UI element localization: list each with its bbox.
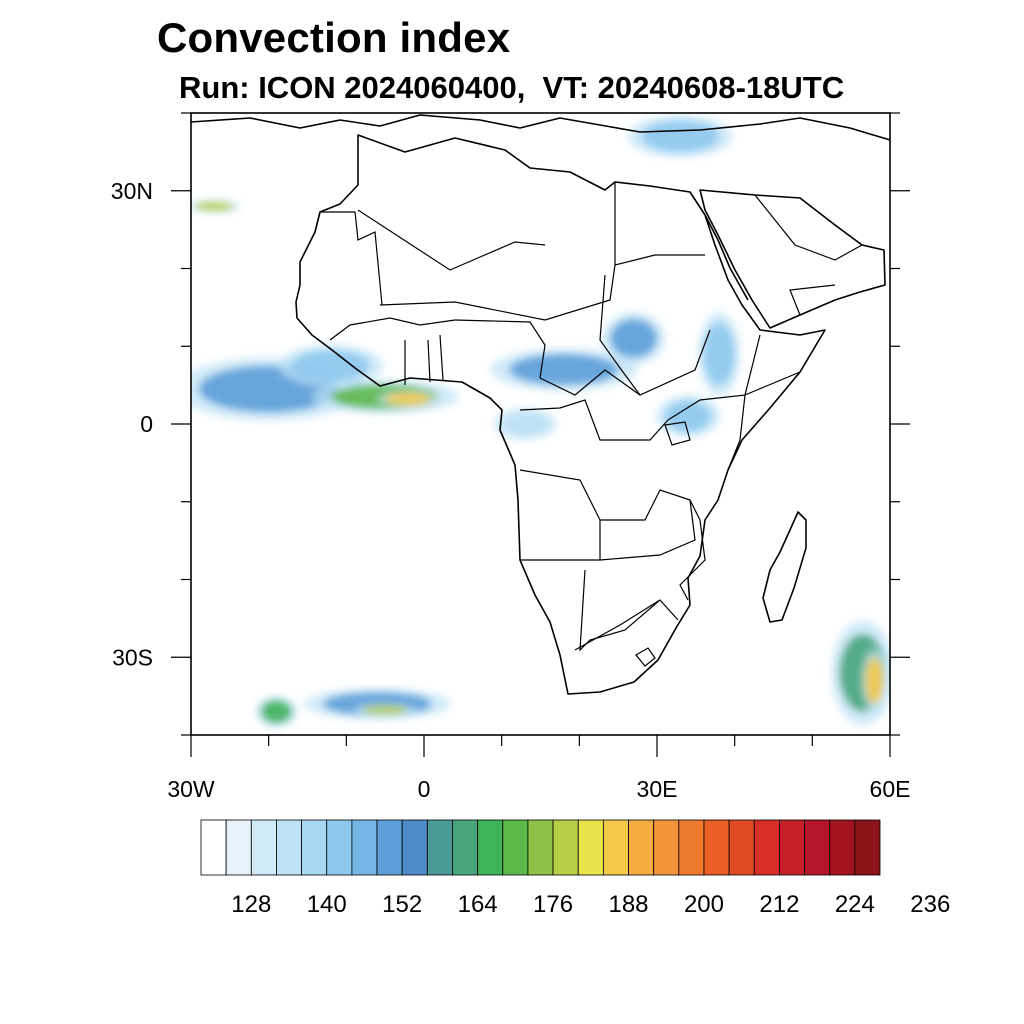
colorbar-swatch (628, 819, 655, 876)
border-mauritania (320, 211, 383, 306)
border-horn (744, 334, 801, 396)
convection-east-africa-rain (664, 400, 712, 432)
colorbar-label: 200 (684, 891, 724, 918)
border-arabia-inner (754, 194, 863, 316)
colorbar-swatch (779, 819, 805, 876)
border-niger-nigeria (454, 319, 546, 379)
colorbar-swatch (276, 819, 302, 876)
colorbar-label: 164 (458, 891, 498, 918)
colorbar-swatch (653, 819, 680, 876)
colorbar-swatch (326, 819, 353, 876)
lon-tick-label: 60E (870, 776, 911, 802)
colorbar-swatch (753, 819, 780, 876)
colorbar-swatch (502, 819, 529, 876)
border-namibia-botswana (579, 569, 661, 652)
colorbar-swatch (527, 819, 554, 876)
colorbar-swatch (200, 819, 227, 876)
arabia-coastline (699, 189, 886, 329)
convection-congo-basin (501, 412, 549, 436)
convection-southwest-streak (260, 700, 292, 724)
chart-subtitle: Run: ICON 2024060400, VT: 20240608-18UTC (179, 70, 845, 105)
southern-europe-coastline (191, 114, 890, 141)
colorbar-swatch (678, 819, 705, 876)
border-sahel (379, 264, 616, 321)
colorbar-swatch (351, 819, 378, 876)
convection-madagascar-core (865, 657, 884, 704)
border-libya-egypt (614, 182, 705, 266)
convection-cape-verde-streak (194, 201, 234, 211)
colorbar-label: 188 (608, 891, 648, 918)
colorbar-label: 128 (231, 891, 271, 918)
colorbar-swatch (602, 819, 629, 876)
colorbar (200, 819, 881, 876)
colorbar-swatch (577, 819, 604, 876)
convection-central-africa-band (509, 354, 619, 386)
lat-tick-label: 30S (112, 644, 153, 670)
lesotho-outline (635, 647, 656, 667)
border-mozambique (679, 499, 706, 601)
colorbar-swatch (225, 819, 252, 876)
lat-tick-label: 30N (111, 178, 153, 204)
lat-tick-label: 0 (140, 411, 153, 437)
convection-guinea-coast-cells (291, 350, 370, 382)
colorbar-swatch (552, 819, 579, 876)
axis-tick-labels: 30N 0 30S 30W 0 30E 60E (111, 178, 911, 802)
colorbar-label: 152 (382, 891, 422, 918)
colorbar-swatch (854, 819, 881, 876)
colorbar-swatch (728, 819, 755, 876)
border-congo-drc (519, 399, 669, 441)
colorbar-swatch (477, 819, 504, 876)
colorbar-swatch (452, 819, 479, 876)
border-chad-sudan (599, 274, 641, 396)
chart-title: Convection index (157, 14, 511, 61)
convection-shading (191, 115, 890, 728)
convection-gulf-of-guinea-core (385, 392, 432, 406)
colorbar-swatch (703, 819, 730, 876)
coastlines (191, 114, 890, 695)
country-borders (320, 182, 863, 667)
colorbar-label: 140 (307, 891, 347, 918)
colorbar-swatch (804, 819, 831, 876)
colorbar-label: 236 (910, 891, 950, 918)
convection-mediterranean-east (641, 120, 720, 152)
convection-sudan-cluster (610, 319, 657, 358)
lake-victoria (664, 421, 691, 446)
border-ghana-togo (404, 334, 444, 385)
colorbar-label: 224 (835, 891, 875, 918)
madagascar-coastline (762, 511, 807, 623)
colorbar-swatch (401, 819, 428, 876)
convection-ethiopia-highlands (703, 322, 735, 386)
lon-tick-label: 0 (418, 776, 431, 802)
colorbar-swatch (301, 819, 328, 876)
colorbar-swatch (426, 819, 453, 876)
colorbar-label: 212 (759, 891, 799, 918)
convection-south-atlantic-core (361, 705, 409, 715)
colorbar-swatch (376, 819, 403, 876)
colorbar-label: 176 (533, 891, 573, 918)
colorbar-labels: 128 140 152 164 176 188 200 212 224 236 (231, 891, 950, 918)
lon-tick-label: 30W (167, 776, 215, 802)
lon-tick-label: 30E (637, 776, 678, 802)
colorbar-swatch (250, 819, 277, 876)
axis-ticks (171, 112, 910, 757)
border-west-africa (329, 317, 456, 341)
border-south-africa (574, 599, 679, 651)
red-sea-coastline (689, 191, 749, 301)
colorbar-swatch (829, 819, 856, 876)
border-algeria-mali (357, 209, 546, 271)
border-central-africa (539, 329, 711, 396)
